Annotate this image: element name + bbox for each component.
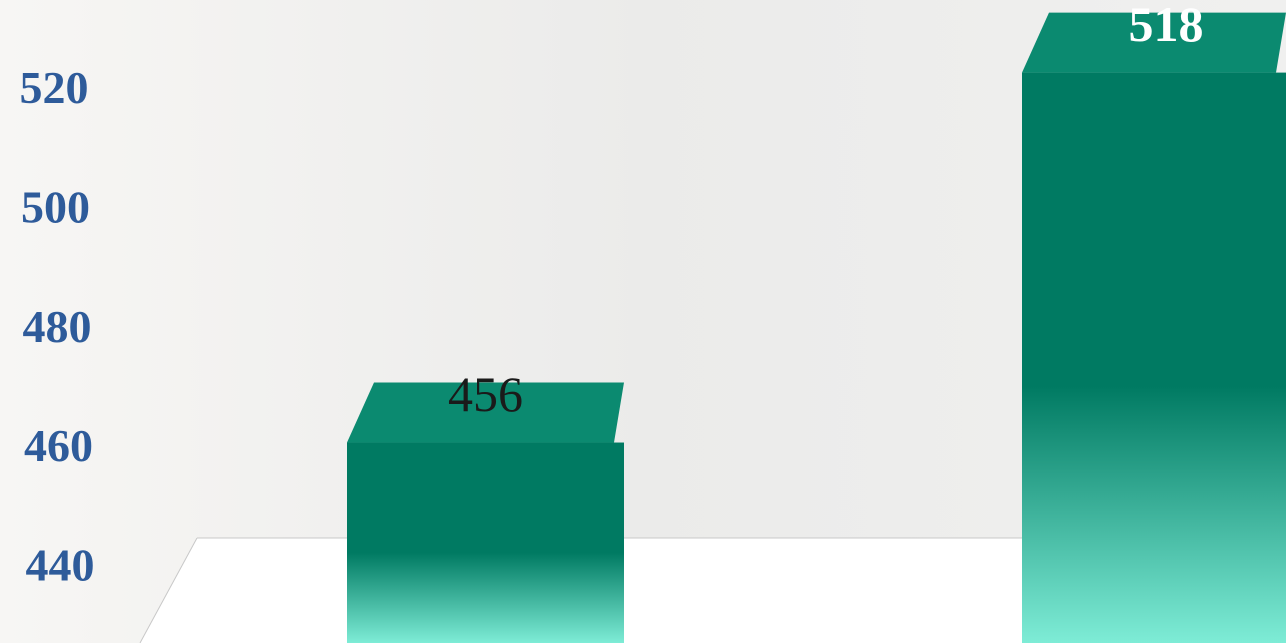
value-label: 456 (448, 366, 523, 422)
y-tick-label: 500 (21, 182, 90, 233)
bar-top (347, 382, 624, 443)
bar (1022, 72, 1286, 643)
y-tick-label: 460 (24, 420, 93, 471)
bar (347, 442, 624, 643)
floor-edge (139, 537, 198, 643)
value-label: 518 (1129, 0, 1204, 52)
y-tick-label: 440 (26, 540, 95, 591)
y-tick-label: 520 (20, 62, 89, 113)
bar-top (1022, 12, 1286, 73)
y-tick-label: 480 (23, 301, 92, 352)
